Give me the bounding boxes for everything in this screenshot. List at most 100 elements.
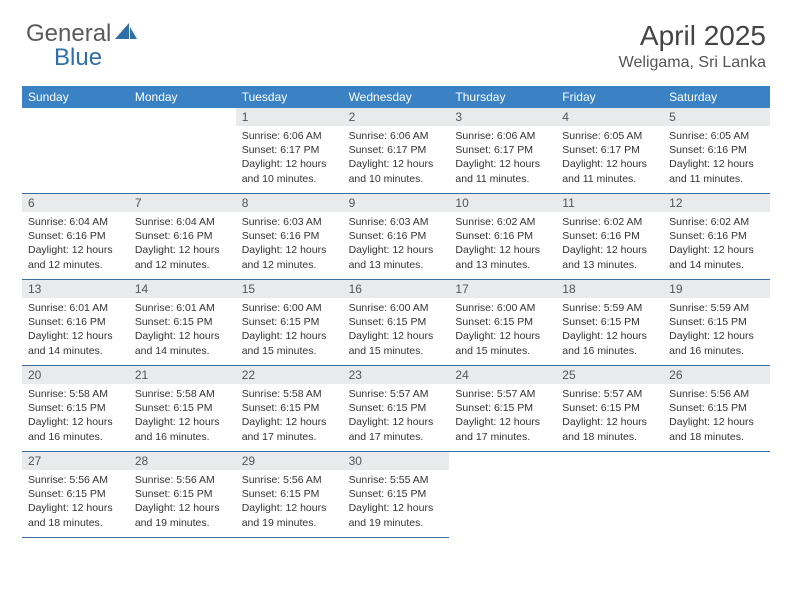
daylight-text-1: Daylight: 12 hours bbox=[455, 157, 550, 171]
calendar-cell: 22Sunrise: 5:58 AMSunset: 6:15 PMDayligh… bbox=[236, 366, 343, 452]
daylight-text-2: and 14 minutes. bbox=[28, 344, 123, 358]
daylight-text-1: Daylight: 12 hours bbox=[562, 329, 657, 343]
sunrise-text: Sunrise: 5:57 AM bbox=[455, 387, 550, 401]
day-number: 10 bbox=[449, 194, 556, 212]
sunset-text: Sunset: 6:15 PM bbox=[455, 315, 550, 329]
day-number: 21 bbox=[129, 366, 236, 384]
day-details: Sunrise: 6:06 AMSunset: 6:17 PMDaylight:… bbox=[449, 126, 556, 192]
sunset-text: Sunset: 6:16 PM bbox=[669, 143, 764, 157]
daylight-text-1: Daylight: 12 hours bbox=[669, 329, 764, 343]
day-number: 5 bbox=[663, 108, 770, 126]
day-number: 27 bbox=[22, 452, 129, 470]
sunset-text: Sunset: 6:16 PM bbox=[28, 229, 123, 243]
sunset-text: Sunset: 6:15 PM bbox=[28, 401, 123, 415]
calendar-cell: 23Sunrise: 5:57 AMSunset: 6:15 PMDayligh… bbox=[343, 366, 450, 452]
daylight-text-2: and 16 minutes. bbox=[135, 430, 230, 444]
sunset-text: Sunset: 6:16 PM bbox=[669, 229, 764, 243]
sunrise-text: Sunrise: 5:58 AM bbox=[135, 387, 230, 401]
day-number: 26 bbox=[663, 366, 770, 384]
daylight-text-1: Daylight: 12 hours bbox=[242, 243, 337, 257]
calendar-cell-empty bbox=[663, 452, 770, 538]
weekday-header: Thursday bbox=[449, 86, 556, 108]
daylight-text-2: and 10 minutes. bbox=[242, 172, 337, 186]
day-details: Sunrise: 6:05 AMSunset: 6:17 PMDaylight:… bbox=[556, 126, 663, 192]
day-details: Sunrise: 5:58 AMSunset: 6:15 PMDaylight:… bbox=[22, 384, 129, 450]
calendar-cell: 9Sunrise: 6:03 AMSunset: 6:16 PMDaylight… bbox=[343, 194, 450, 280]
day-number: 7 bbox=[129, 194, 236, 212]
daylight-text-2: and 17 minutes. bbox=[242, 430, 337, 444]
sunset-text: Sunset: 6:16 PM bbox=[28, 315, 123, 329]
calendar-cell: 30Sunrise: 5:55 AMSunset: 6:15 PMDayligh… bbox=[343, 452, 450, 538]
daylight-text-2: and 12 minutes. bbox=[135, 258, 230, 272]
daylight-text-2: and 15 minutes. bbox=[349, 344, 444, 358]
daylight-text-2: and 13 minutes. bbox=[349, 258, 444, 272]
daylight-text-1: Daylight: 12 hours bbox=[135, 243, 230, 257]
sunset-text: Sunset: 6:17 PM bbox=[562, 143, 657, 157]
sunset-text: Sunset: 6:15 PM bbox=[349, 401, 444, 415]
calendar-cell: 15Sunrise: 6:00 AMSunset: 6:15 PMDayligh… bbox=[236, 280, 343, 366]
daylight-text-2: and 13 minutes. bbox=[455, 258, 550, 272]
daylight-text-2: and 14 minutes. bbox=[669, 258, 764, 272]
day-number: 3 bbox=[449, 108, 556, 126]
day-details: Sunrise: 5:58 AMSunset: 6:15 PMDaylight:… bbox=[129, 384, 236, 450]
daylight-text-2: and 15 minutes. bbox=[455, 344, 550, 358]
calendar-cell: 25Sunrise: 5:57 AMSunset: 6:15 PMDayligh… bbox=[556, 366, 663, 452]
day-number: 30 bbox=[343, 452, 450, 470]
day-number: 22 bbox=[236, 366, 343, 384]
sunrise-text: Sunrise: 5:56 AM bbox=[28, 473, 123, 487]
sunrise-text: Sunrise: 6:05 AM bbox=[562, 129, 657, 143]
title-block: April 2025 Weligama, Sri Lanka bbox=[619, 20, 766, 72]
day-details: Sunrise: 6:05 AMSunset: 6:16 PMDaylight:… bbox=[663, 126, 770, 192]
daylight-text-2: and 11 minutes. bbox=[455, 172, 550, 186]
calendar-cell: 10Sunrise: 6:02 AMSunset: 6:16 PMDayligh… bbox=[449, 194, 556, 280]
sunset-text: Sunset: 6:15 PM bbox=[135, 487, 230, 501]
sunset-text: Sunset: 6:15 PM bbox=[242, 487, 337, 501]
daylight-text-1: Daylight: 12 hours bbox=[455, 243, 550, 257]
sunrise-text: Sunrise: 5:56 AM bbox=[135, 473, 230, 487]
daylight-text-1: Daylight: 12 hours bbox=[28, 501, 123, 515]
day-number: 12 bbox=[663, 194, 770, 212]
sunrise-text: Sunrise: 6:00 AM bbox=[455, 301, 550, 315]
calendar-header-row: SundayMondayTuesdayWednesdayThursdayFrid… bbox=[22, 86, 770, 108]
calendar-cell-empty bbox=[22, 108, 129, 194]
day-details: Sunrise: 5:57 AMSunset: 6:15 PMDaylight:… bbox=[556, 384, 663, 450]
day-details: Sunrise: 6:04 AMSunset: 6:16 PMDaylight:… bbox=[22, 212, 129, 278]
daylight-text-1: Daylight: 12 hours bbox=[669, 243, 764, 257]
day-details: Sunrise: 6:02 AMSunset: 6:16 PMDaylight:… bbox=[449, 212, 556, 278]
calendar-cell: 5Sunrise: 6:05 AMSunset: 6:16 PMDaylight… bbox=[663, 108, 770, 194]
calendar-cell: 11Sunrise: 6:02 AMSunset: 6:16 PMDayligh… bbox=[556, 194, 663, 280]
sunrise-text: Sunrise: 5:56 AM bbox=[242, 473, 337, 487]
sunset-text: Sunset: 6:15 PM bbox=[562, 401, 657, 415]
sunset-text: Sunset: 6:15 PM bbox=[242, 401, 337, 415]
sunrise-text: Sunrise: 5:58 AM bbox=[28, 387, 123, 401]
day-details: Sunrise: 5:57 AMSunset: 6:15 PMDaylight:… bbox=[449, 384, 556, 450]
daylight-text-1: Daylight: 12 hours bbox=[28, 243, 123, 257]
day-details: Sunrise: 6:06 AMSunset: 6:17 PMDaylight:… bbox=[343, 126, 450, 192]
sunset-text: Sunset: 6:16 PM bbox=[349, 229, 444, 243]
daylight-text-2: and 19 minutes. bbox=[135, 516, 230, 530]
sunrise-text: Sunrise: 6:00 AM bbox=[242, 301, 337, 315]
daylight-text-1: Daylight: 12 hours bbox=[135, 415, 230, 429]
day-number: 28 bbox=[129, 452, 236, 470]
daylight-text-1: Daylight: 12 hours bbox=[562, 157, 657, 171]
day-number: 1 bbox=[236, 108, 343, 126]
sunset-text: Sunset: 6:15 PM bbox=[242, 315, 337, 329]
sunset-text: Sunset: 6:15 PM bbox=[562, 315, 657, 329]
day-details: Sunrise: 6:01 AMSunset: 6:15 PMDaylight:… bbox=[129, 298, 236, 364]
daylight-text-1: Daylight: 12 hours bbox=[669, 157, 764, 171]
day-number: 11 bbox=[556, 194, 663, 212]
sunset-text: Sunset: 6:17 PM bbox=[455, 143, 550, 157]
daylight-text-1: Daylight: 12 hours bbox=[669, 415, 764, 429]
sunset-text: Sunset: 6:16 PM bbox=[562, 229, 657, 243]
brand-logo: General Blue bbox=[26, 20, 139, 48]
daylight-text-2: and 11 minutes. bbox=[669, 172, 764, 186]
day-number: 2 bbox=[343, 108, 450, 126]
sunset-text: Sunset: 6:15 PM bbox=[349, 315, 444, 329]
sunrise-text: Sunrise: 6:06 AM bbox=[242, 129, 337, 143]
sunset-text: Sunset: 6:17 PM bbox=[242, 143, 337, 157]
calendar-cell: 13Sunrise: 6:01 AMSunset: 6:16 PMDayligh… bbox=[22, 280, 129, 366]
daylight-text-2: and 16 minutes. bbox=[28, 430, 123, 444]
sunrise-text: Sunrise: 5:59 AM bbox=[669, 301, 764, 315]
day-number: 24 bbox=[449, 366, 556, 384]
daylight-text-1: Daylight: 12 hours bbox=[562, 415, 657, 429]
